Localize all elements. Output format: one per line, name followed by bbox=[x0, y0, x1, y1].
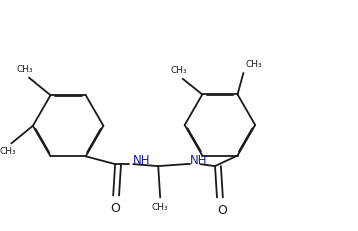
Text: O: O bbox=[110, 202, 120, 215]
Text: CH₃: CH₃ bbox=[170, 66, 187, 75]
Text: CH₃: CH₃ bbox=[17, 65, 33, 74]
Text: CH₃: CH₃ bbox=[152, 203, 169, 212]
Text: O: O bbox=[217, 204, 227, 217]
Text: CH₃: CH₃ bbox=[0, 147, 16, 156]
Text: NH: NH bbox=[190, 154, 207, 167]
Text: NH: NH bbox=[133, 154, 150, 167]
Text: CH₃: CH₃ bbox=[245, 60, 262, 69]
